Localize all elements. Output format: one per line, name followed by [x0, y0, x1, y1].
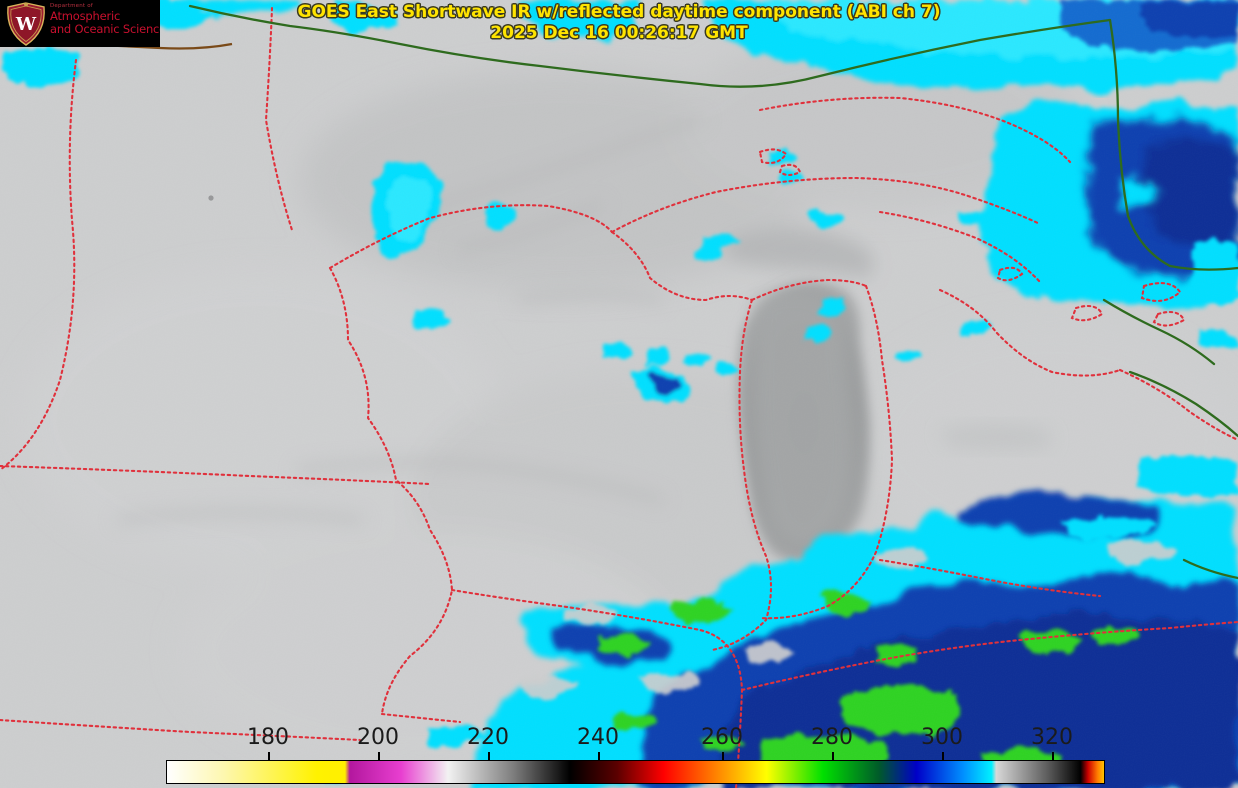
colorbar-label-280: 280	[811, 725, 853, 750]
colorbar-label-240: 240	[577, 725, 619, 750]
colorbar-tick-240	[598, 752, 600, 760]
national-borders	[188, 4, 1238, 580]
colorbar-label-180: 180	[247, 725, 289, 750]
colorbar-label-260: 260	[701, 725, 743, 750]
colorbar-tick-200	[378, 752, 380, 760]
uw-crest-icon: W	[7, 2, 45, 46]
uw-aos-logo: W Department of Atmospheric and Oceanic …	[0, 0, 160, 47]
colorbar-tick-280	[832, 752, 834, 760]
colorbar	[166, 760, 1105, 784]
logo-department-label: Department of	[50, 3, 93, 9]
colorbar-tick-300	[942, 752, 944, 760]
colorbar-label-200: 200	[357, 725, 399, 750]
svg-text:W: W	[15, 14, 37, 35]
colorbar-gradient-frame	[166, 760, 1105, 784]
colorbar-gradient	[167, 761, 1104, 783]
state-borders	[0, 6, 1238, 788]
colorbar-label-320: 320	[1031, 725, 1073, 750]
logo-line-1: Atmospheric	[50, 9, 121, 23]
colorbar-tick-220	[488, 752, 490, 760]
colorbar-tick-260	[722, 752, 724, 760]
map-boundaries	[0, 4, 1238, 788]
colorbar-tick-180	[268, 752, 270, 760]
logo-text-block: Department of Atmospheric and Oceanic Sc…	[50, 3, 160, 36]
colorbar-label-300: 300	[921, 725, 963, 750]
colorbar-tick-320	[1052, 752, 1054, 760]
colorbar-label-220: 220	[467, 725, 509, 750]
logo-line-2: and Oceanic Sciences	[50, 22, 160, 36]
